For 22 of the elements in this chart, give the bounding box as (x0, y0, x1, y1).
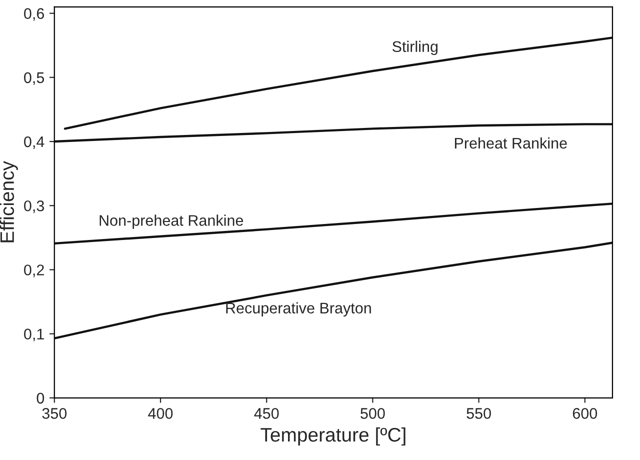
x-tick-label: 450 (254, 408, 279, 419)
y-tick-label: 0,2 (24, 264, 44, 278)
x-axis-title: Temperature [ºC] (260, 427, 406, 446)
series-label: Preheat Rankine (454, 137, 567, 149)
y-tick-label: 0,3 (24, 200, 44, 214)
y-tick-label: 0 (36, 392, 44, 404)
x-tick-label: 350 (42, 408, 67, 419)
x-tick-label: 500 (360, 408, 385, 419)
x-tick-label: 600 (572, 408, 598, 419)
series-label: Stirling (392, 40, 438, 56)
series-label: Non-preheat Rankine (100, 214, 244, 229)
y-tick-label: 0,1 (24, 328, 44, 342)
y-tick-label: 0,6 (24, 8, 44, 21)
line-series (64, 36, 612, 130)
line-series (54, 202, 612, 245)
line-series (54, 242, 612, 340)
y-axis-title: Efficiency (0, 161, 18, 242)
x-tick-label: 400 (148, 408, 173, 419)
y-tick-label: 0,4 (24, 136, 44, 149)
y-tick-label: 0,5 (24, 72, 44, 85)
x-tick-label: 550 (466, 408, 491, 419)
series-label: Recuperative Brayton (226, 302, 371, 317)
